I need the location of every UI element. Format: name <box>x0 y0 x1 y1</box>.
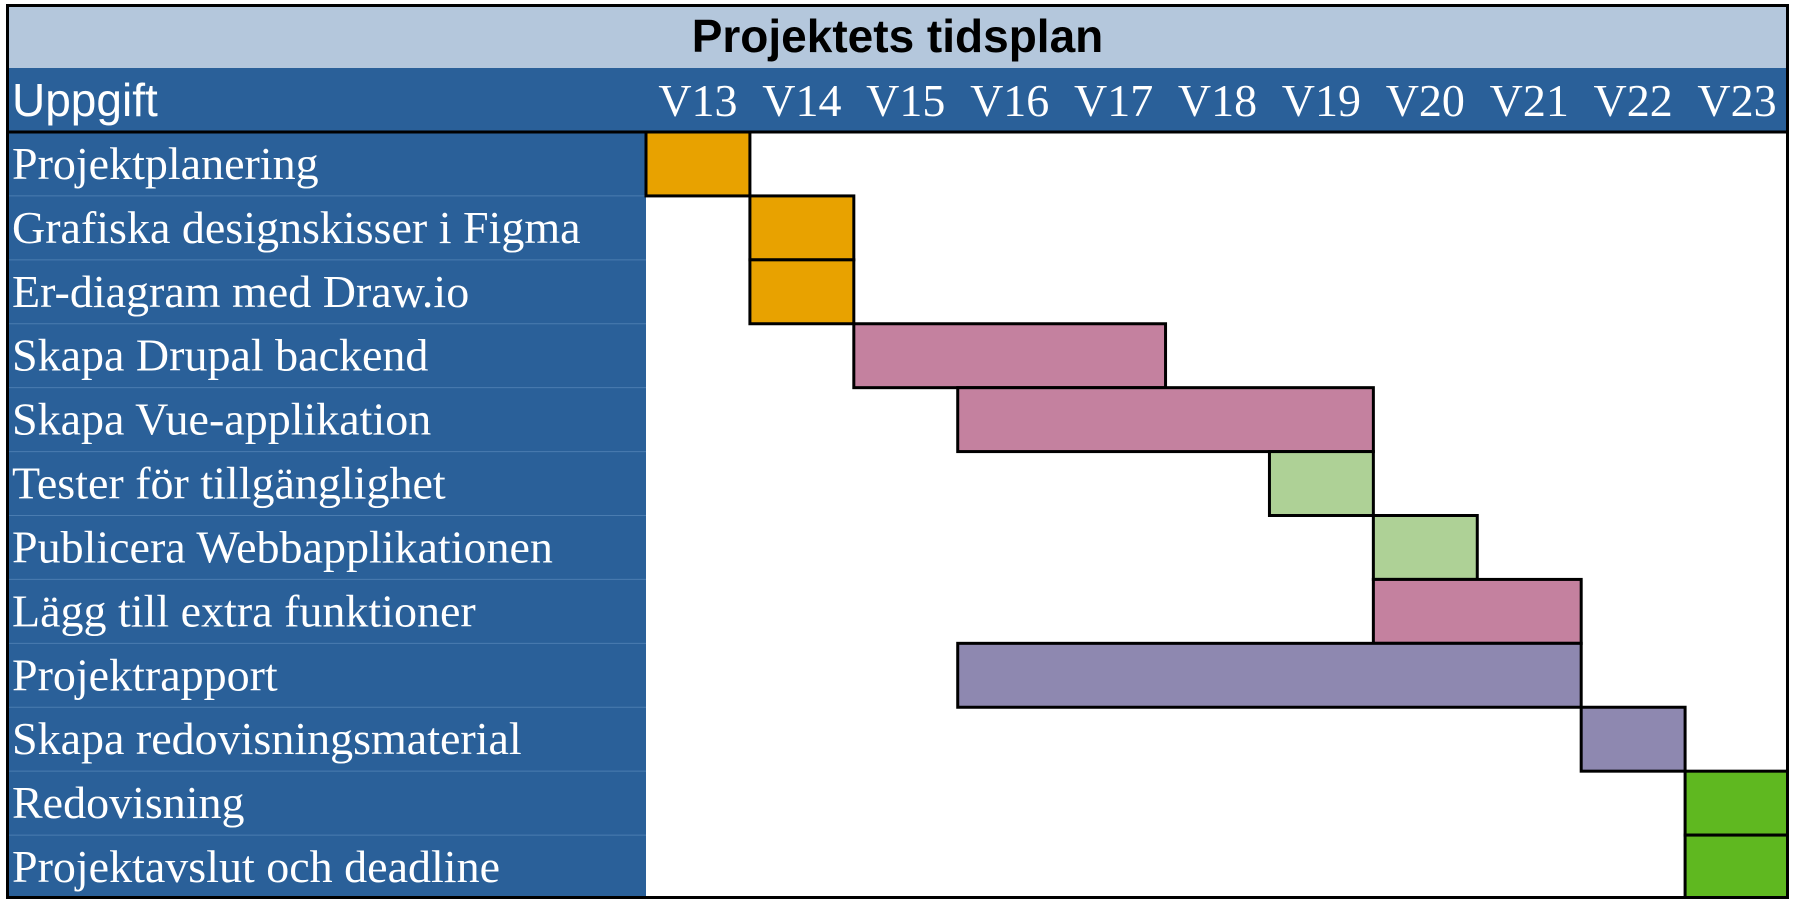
task-labels: Projektplanering Grafiska designskisser i… <box>12 138 581 892</box>
task-bar <box>1371 514 1479 581</box>
task-label: Lägg till extra funktioner <box>12 585 476 636</box>
task-bar <box>852 322 1168 390</box>
task-bar <box>1267 450 1375 518</box>
task-label: Tester för tillgänglighet <box>12 458 446 509</box>
task-bar <box>748 194 856 262</box>
week-label-v21: V21 <box>1490 75 1569 126</box>
week-label-v23: V23 <box>1697 75 1776 126</box>
week-labels: V13 V14 V15 V16 V17 V18 V19 V20 V21 V22 V23 <box>658 75 1776 126</box>
task-bar <box>956 641 1583 709</box>
task-label: Skapa Vue-applikation <box>12 394 431 445</box>
week-label-v16: V16 <box>970 75 1049 126</box>
header-band <box>6 68 1789 132</box>
task-bar <box>956 386 1375 454</box>
week-label-v18: V18 <box>1178 75 1257 126</box>
chart-title: Projektets tidsplan <box>692 10 1104 62</box>
task-label: Redovisning <box>12 777 245 828</box>
task-label: Projektavslut och deadline <box>12 841 500 892</box>
week-label-v17: V17 <box>1074 75 1153 126</box>
task-label: Er-diagram med Draw.io <box>12 266 469 317</box>
task-label: Projektplanering <box>12 138 319 189</box>
row-dividers <box>6 195 646 836</box>
task-bar <box>1371 577 1583 645</box>
task-bar <box>748 258 856 326</box>
week-label-v14: V14 <box>762 75 841 126</box>
week-label-v19: V19 <box>1282 75 1361 126</box>
week-label-v22: V22 <box>1594 75 1673 126</box>
week-label-v13: V13 <box>658 75 737 126</box>
outer-border <box>6 4 1789 899</box>
task-bars <box>644 130 1789 899</box>
week-label-v20: V20 <box>1386 75 1465 126</box>
task-label: Skapa Drupal backend <box>12 330 428 381</box>
task-bar <box>1579 705 1687 773</box>
task-label: Grafiska designskisser i Figma <box>12 202 581 253</box>
gantt-chart: Projektets tidsplan Uppgift V13 V14 V15 V16… <box>6 4 1789 899</box>
task-label: Projektrapport <box>12 649 278 700</box>
task-bar <box>644 130 752 198</box>
title-band <box>6 4 1789 68</box>
week-label-v15: V15 <box>866 75 945 126</box>
task-label: Publicera Webbapplikationen <box>12 521 553 572</box>
gantt-svg: Projektets tidsplan Uppgift V13 V14 V15 V16… <box>6 4 1789 899</box>
task-bar <box>1683 833 1789 899</box>
task-label: Skapa redovisningsmaterial <box>12 713 522 764</box>
task-column-header: Uppgift <box>12 74 158 126</box>
task-bar <box>1683 769 1789 837</box>
